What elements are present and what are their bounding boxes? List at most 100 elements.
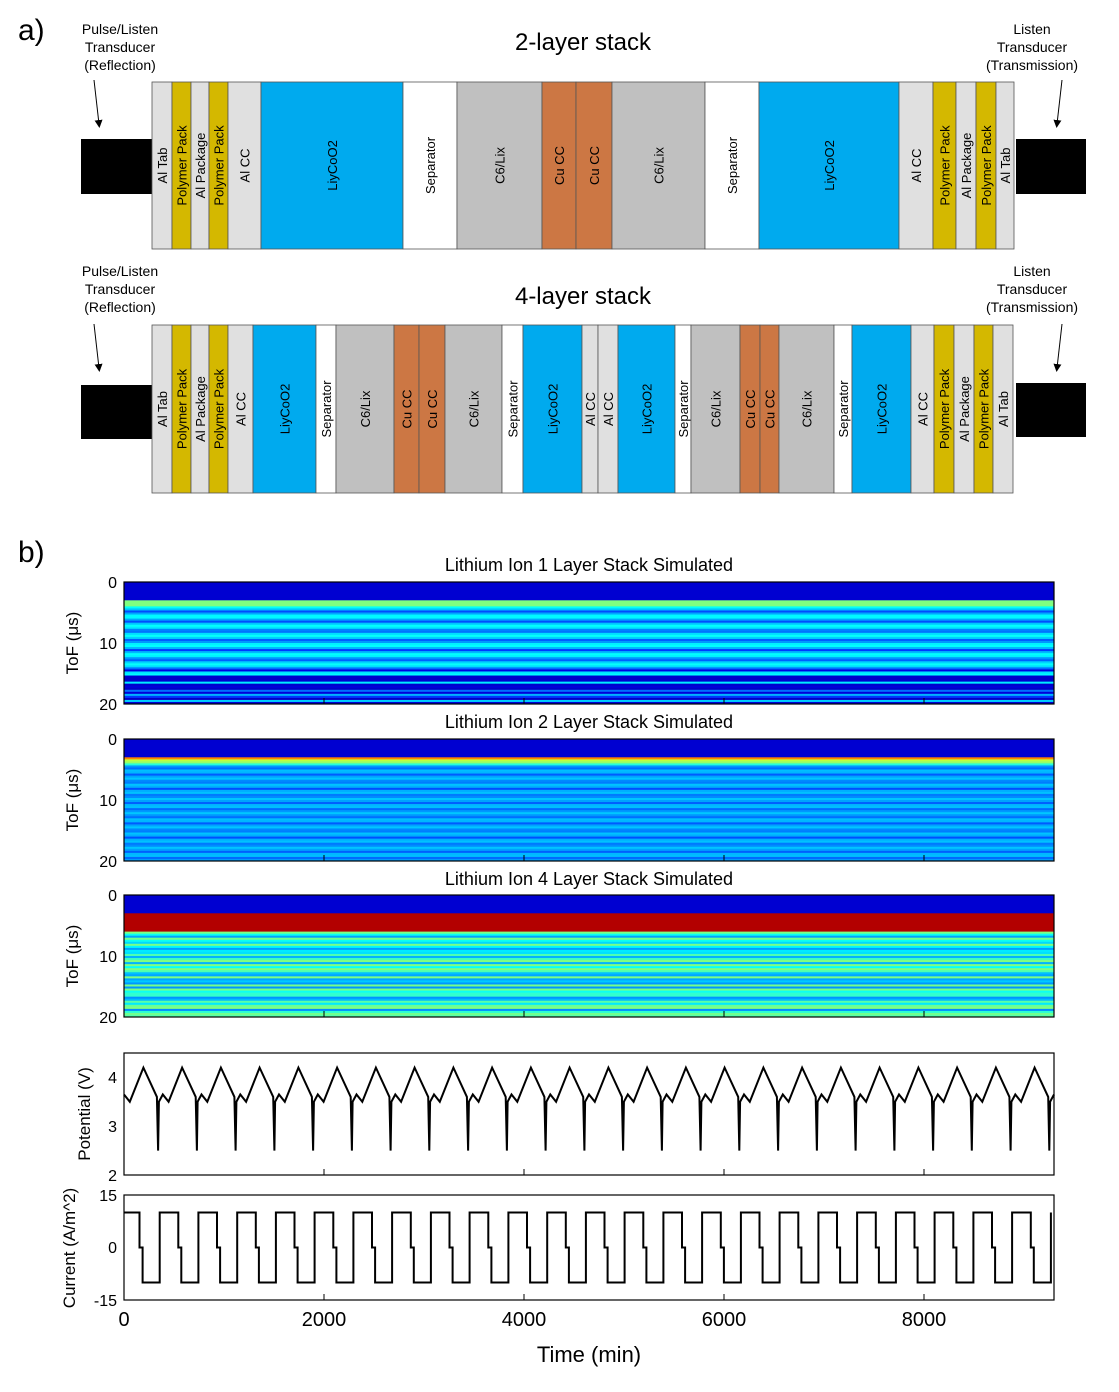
layer-c6-lix [611,81,706,250]
heatmap-band [124,966,1054,969]
heatmap-band [124,612,1054,616]
layer-label-liycoo2: LiyCoO2 [546,384,561,435]
x-tick-label: 4000 [502,1309,547,1331]
heatmap-band [124,584,1054,587]
heatmap-band [124,1002,1054,1006]
layer-separator [402,81,458,250]
layer-label-al-cc: Al CC [234,392,249,426]
heatmap-band [124,976,1054,979]
stack-2-left-transducer-label: Pulse/Listen Transducer (Reflection) [82,21,158,73]
layer-label-c6-lix: C6/Lix [652,147,667,184]
heatmap-band [124,755,1054,758]
panel-a-label: a) [18,14,45,47]
layer-separator [704,81,760,250]
layer-label-liycoo2: LiyCoO2 [278,384,293,435]
left-transducer-line-2b: Transducer [85,281,156,297]
heatmap-band [124,992,1054,996]
x-tick-label: 8000 [902,1309,947,1331]
heatmap-band [124,759,1054,762]
heatmap-band [124,949,1054,953]
heatmap-band [124,1004,1054,1008]
layer-label-cu-cc: Cu CC [400,389,415,428]
layer-al-tab [995,81,1015,250]
left-transducer-2 [81,385,152,439]
layer-al-cc [227,324,254,494]
stack-2-right-transducer-label: Listen Transducer (Transmission) [986,21,1078,73]
heatmap-band [124,905,1054,908]
layer-label-polymer-pack: Polymer Pack [175,125,190,206]
heatmap-band [124,941,1054,945]
heatmap-band [124,820,1054,823]
heatmap-band [124,830,1054,834]
heatmap-band [124,602,1054,605]
heatmap-band [124,899,1054,902]
heatmap-band [124,994,1054,998]
heatmap-band [124,596,1054,599]
heatmap-band [124,840,1054,844]
current-ytick-0: 0 [108,1240,117,1257]
layer-label-polymer-pack: Polymer Pack [979,125,994,206]
heatmap-band [124,697,1054,701]
layer-label-polymer-pack: Polymer Pack [938,125,953,206]
heatmap-band [124,643,1054,646]
x-axis-label: Time (min) [537,1342,641,1367]
heatmap-band [124,777,1054,781]
right-transducer-line-1b: Listen [1013,263,1050,279]
heatmap-band [124,645,1054,648]
heatmap-band [124,1012,1054,1016]
heatmap-band [124,671,1054,674]
heatmap-band [124,753,1054,756]
heatmap-band [124,620,1054,624]
heatmap-3-ytick-0: 0 [108,888,117,905]
heatmap-band [124,968,1054,971]
heatmap-band [124,693,1054,697]
heatmap-band [124,846,1054,850]
heatmap-band [124,606,1054,609]
left-transducer-1 [81,139,152,194]
heatmap-band [124,923,1054,926]
right-transducer-line-2: Transducer [997,39,1068,55]
heatmap-band [124,925,1054,929]
layer-cu-cc [575,81,613,250]
heatmap-band [124,604,1054,607]
heatmap-band [124,651,1054,654]
heatmap-band [124,826,1054,829]
heatmap-band [124,838,1054,842]
layer-c6-lix [444,324,503,494]
layer-label-al-cc: Al CC [916,392,931,426]
left-arrow-2 [93,323,103,372]
current-ytick-15: 15 [99,1188,117,1205]
layer-label-liycoo2: LiyCoO2 [822,140,837,191]
layer-label-c6-lix: C6/Lix [493,147,508,184]
heatmap-band [124,917,1054,920]
layer-label-polymer-pack: Polymer Pack [175,368,190,449]
heatmap-1-ytick-0: 0 [108,575,117,592]
heatmap-band [124,673,1054,677]
layer-label-al-tab: Al Tab [998,148,1013,184]
layer-label-al-package: Al Package [959,133,974,199]
layer-label-liycoo2: LiyCoO2 [325,140,340,191]
heatmap-band [124,701,1054,705]
heatmap-band [124,931,1054,935]
heatmap-band [124,856,1054,860]
stack-2-title: 2-layer stack [515,29,652,56]
heatmap-band [124,791,1054,795]
layer-label-al-cc: Al CC [909,149,924,183]
heatmap-band [124,630,1054,634]
heatmap-band [124,594,1054,597]
heatmap-band [124,927,1054,931]
heatmap-band [124,618,1054,622]
heatmap-band [124,691,1054,695]
layer-al-cc [227,81,262,250]
left-transducer-line-2: Transducer [85,39,156,55]
heatmap-2-frame [123,738,1055,862]
right-transducer-1 [1016,139,1086,194]
potential-frame [123,1052,1055,1176]
current-ylabel: Current (A/m^2) [60,1188,79,1308]
layer-label-al-tab: Al Tab [155,391,170,427]
heatmap-band [124,608,1054,611]
layer-cu-cc [541,81,577,250]
heatmap-band [124,832,1054,836]
right-transducer-line-3: (Transmission) [986,57,1078,73]
heatmap-band [124,636,1054,640]
